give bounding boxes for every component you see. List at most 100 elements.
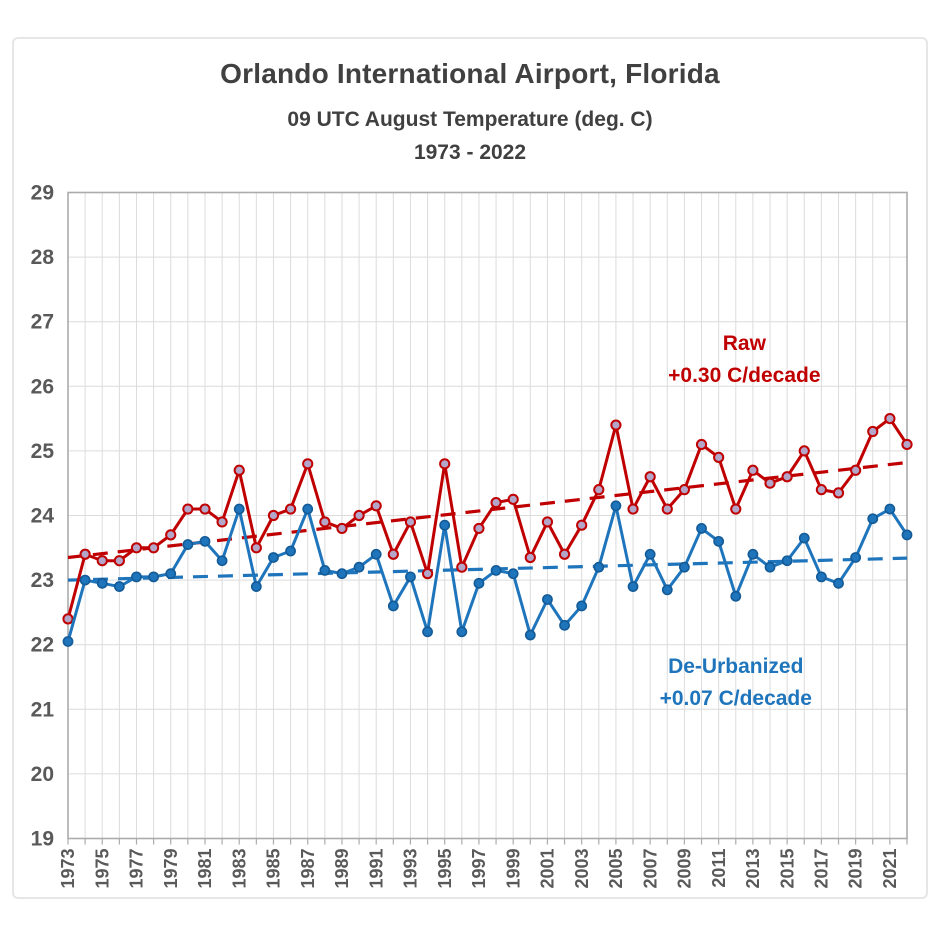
deurbanized-data-point bbox=[405, 571, 416, 583]
deurbanized-data-point bbox=[764, 561, 776, 573]
chart-period: 1973 - 2022 bbox=[413, 141, 527, 164]
x-axis-tick-label: 2021 bbox=[880, 849, 900, 889]
x-axis-tick-label: 1985 bbox=[264, 849, 284, 889]
raw-data-point bbox=[421, 568, 434, 580]
x-axis-tick-label: 1977 bbox=[127, 849, 147, 889]
raw-annotation-name: Raw bbox=[722, 332, 766, 356]
x-axis-tick-label: 1995 bbox=[435, 849, 455, 889]
deurbanized-data-point bbox=[302, 503, 314, 515]
x-axis-tick-label: 1999 bbox=[503, 849, 523, 889]
deurbanized-data-point bbox=[850, 552, 862, 563]
raw-data-point bbox=[593, 484, 605, 496]
raw-data-point bbox=[747, 464, 759, 476]
raw-data-point bbox=[62, 613, 74, 625]
deurbanized-data-point bbox=[576, 600, 588, 612]
raw-data-point bbox=[353, 509, 365, 522]
y-axis-tick-label: 28 bbox=[31, 246, 55, 269]
raw-trendline bbox=[67, 460, 908, 560]
deurbanized-data-point bbox=[610, 500, 622, 512]
deurbanized-data-point bbox=[833, 577, 844, 589]
deurbanized-trendline bbox=[67, 556, 908, 582]
x-axis-tick-label: 2019 bbox=[846, 849, 866, 889]
deurbanized-data-point bbox=[559, 619, 570, 631]
raw-data-point bbox=[233, 464, 245, 476]
deurbanized-data-point bbox=[713, 535, 725, 547]
deurbanized-data-point bbox=[250, 581, 262, 592]
raw-data-point bbox=[473, 522, 485, 535]
raw-data-point bbox=[524, 551, 536, 564]
x-axis-tick-label: 1973 bbox=[58, 849, 78, 889]
deurbanized-series-annotation: De-Urbanized +0.07 C/decade bbox=[660, 651, 812, 715]
raw-data-point bbox=[661, 503, 673, 515]
deurbanized-data-point bbox=[456, 626, 468, 638]
raw-data-point bbox=[730, 503, 742, 515]
x-axis-tick-label: 2007 bbox=[640, 849, 660, 889]
x-axis-tick-label: 1993 bbox=[401, 849, 421, 889]
chart-frame bbox=[12, 37, 928, 899]
deurbanized-series-line bbox=[66, 504, 909, 643]
raw-data-point bbox=[456, 561, 468, 573]
deurbanized-data-point bbox=[96, 577, 108, 589]
deurbanized-data-point bbox=[627, 581, 639, 592]
y-axis-tick-label: 24 bbox=[31, 505, 55, 528]
deurbanized-data-point bbox=[815, 571, 827, 583]
raw-data-point bbox=[490, 496, 502, 509]
raw-data-point bbox=[541, 516, 554, 528]
raw-data-point bbox=[79, 548, 91, 560]
x-axis-tick-label: 1981 bbox=[195, 849, 215, 889]
deurbanized-data-point bbox=[696, 523, 707, 534]
raw-data-point bbox=[713, 451, 725, 463]
raw-data-point bbox=[113, 555, 125, 567]
chart-title: Orlando International Airport, Florida bbox=[220, 58, 720, 89]
y-axis-tick-label: 25 bbox=[31, 440, 55, 463]
deurbanized-data-point bbox=[336, 568, 348, 580]
x-axis-tick-label: 1989 bbox=[332, 849, 352, 889]
deurbanized-data-point bbox=[113, 581, 125, 592]
deurbanized-data-point bbox=[182, 539, 194, 550]
y-axis-tick-label: 21 bbox=[31, 698, 55, 721]
deurbanized-data-point bbox=[285, 545, 296, 557]
raw-data-point bbox=[267, 509, 280, 522]
raw-data-point bbox=[644, 471, 656, 483]
raw-data-point bbox=[867, 425, 879, 438]
x-axis-tick-label: 1983 bbox=[229, 849, 249, 889]
deurbanized-data-point bbox=[370, 548, 382, 560]
deurbanized-annotation-trend: +0.07 C/decade bbox=[659, 687, 812, 711]
raw-data-point bbox=[182, 503, 194, 515]
x-axis-tick-label: 1991 bbox=[366, 849, 386, 889]
raw-data-point bbox=[404, 516, 417, 528]
deurbanized-data-point bbox=[884, 503, 896, 515]
raw-data-point bbox=[764, 477, 776, 489]
raw-series-line bbox=[66, 417, 909, 621]
deurbanized-data-point bbox=[216, 555, 228, 567]
x-axis-tick-label: 1997 bbox=[469, 849, 489, 889]
deurbanized-data-point bbox=[542, 594, 553, 605]
deurbanized-data-point bbox=[781, 555, 793, 567]
raw-data-point bbox=[901, 438, 913, 451]
raw-data-point bbox=[815, 484, 827, 496]
raw-data-point bbox=[148, 542, 160, 554]
deurbanized-data-point bbox=[798, 532, 810, 544]
raw-data-point bbox=[336, 522, 348, 535]
deurbanized-data-point bbox=[439, 519, 451, 531]
deurbanized-annotation-name: De-Urbanized bbox=[668, 655, 804, 679]
raw-data-point bbox=[850, 464, 862, 476]
deurbanized-data-point bbox=[319, 565, 331, 576]
x-axis-tick-label: 2001 bbox=[538, 849, 558, 889]
deurbanized-data-point bbox=[524, 629, 536, 641]
deurbanized-data-point bbox=[901, 529, 913, 541]
deurbanized-data-point bbox=[199, 535, 211, 547]
deurbanized-data-point bbox=[490, 565, 502, 576]
deurbanized-data-point bbox=[165, 568, 177, 580]
x-axis-tick-label: 2003 bbox=[572, 849, 592, 889]
raw-data-point bbox=[558, 548, 571, 560]
y-axis-tick-label: 20 bbox=[31, 763, 54, 786]
raw-data-point bbox=[798, 445, 810, 457]
y-axis-tick-label: 27 bbox=[31, 311, 54, 334]
x-axis-tick-label: 1987 bbox=[298, 849, 318, 889]
deurbanized-data-point bbox=[131, 571, 142, 583]
raw-data-point bbox=[284, 503, 297, 515]
raw-data-point bbox=[250, 542, 262, 554]
deurbanized-data-point bbox=[79, 574, 91, 586]
raw-data-point bbox=[199, 503, 211, 515]
